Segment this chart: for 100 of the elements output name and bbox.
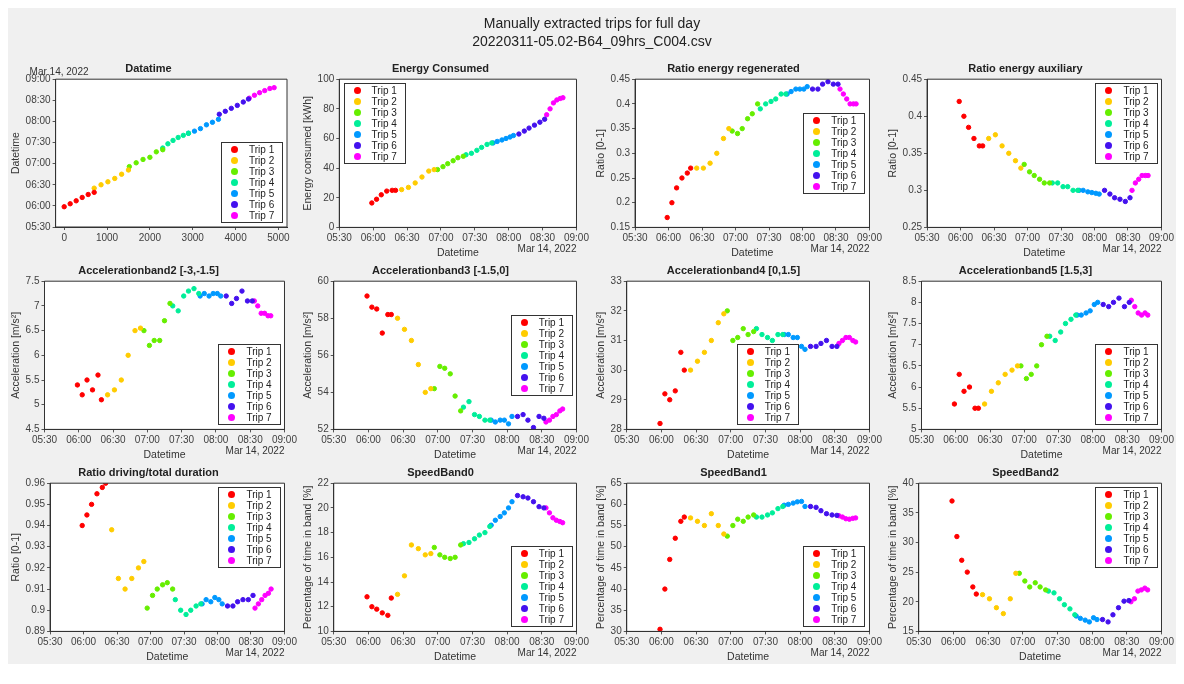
- legend-label: Trip 7: [831, 614, 857, 626]
- x-tick-label: 07:00: [425, 636, 452, 648]
- x-tick-label: 08:30: [530, 232, 556, 244]
- text: Mar 14, 2022: [517, 445, 578, 457]
- x-tick-label: 09:00: [564, 232, 590, 244]
- x-tick-label: 06:00: [356, 636, 382, 648]
- x-tick-label: 09:00: [856, 232, 883, 244]
- legend-label: Trip 2: [1123, 96, 1149, 108]
- x-tick-label: 06:30: [977, 434, 1003, 446]
- x-tick-label: 06:00: [648, 434, 675, 446]
- y-tick-label: 60: [323, 132, 336, 144]
- legend-label: Trip 4: [249, 177, 275, 188]
- y-tick-label: 14: [317, 575, 330, 587]
- x-tick-label: 07:30: [171, 636, 197, 648]
- x-tick-label: 06:30: [100, 434, 127, 446]
- y-tick-label: 6.5: [902, 359, 917, 371]
- legend-label: Trip 1: [764, 346, 790, 358]
- legend-label: Trip 4: [246, 379, 272, 391]
- legend-label: Trip 6: [1123, 140, 1149, 152]
- legend-label: Trip 7: [246, 412, 272, 424]
- x-axis-title: Datetime: [730, 245, 774, 258]
- x-tick-label: 07:00: [428, 232, 455, 244]
- x-tick-label: 06:30: [390, 434, 417, 446]
- chart-title: Datatime: [125, 61, 172, 74]
- x-tick-label: 06:30: [683, 636, 709, 648]
- y-tick-label: 6: [33, 349, 40, 361]
- x-tick-label: 07:00: [722, 232, 749, 244]
- x-tick-label: 09:00: [1148, 434, 1175, 446]
- y-tick-label: 7: [33, 299, 40, 311]
- legend-label: Trip 3: [1123, 368, 1149, 380]
- x-tick-label: 08:00: [494, 636, 521, 648]
- legend-label: Trip 3: [1123, 511, 1149, 523]
- y-tick-label: 28: [610, 423, 622, 435]
- y-tick-label: 4.5: [25, 423, 40, 435]
- legend-label: Trip 1: [246, 346, 272, 358]
- y-tick-label: 33: [610, 274, 622, 286]
- legend-label: Trip 6: [1123, 544, 1149, 556]
- x-tick-label: 08:30: [1114, 434, 1141, 446]
- text: Mar 14, 2022: [1102, 647, 1162, 659]
- x-tick-label: 08:00: [1080, 434, 1106, 446]
- x-tick-label: 06:00: [648, 636, 675, 648]
- x-tick-label: 06:30: [683, 434, 709, 446]
- chart-title: SpeedBand0: [407, 465, 475, 478]
- chart-title: Accelerationband2 [-3,-1.5]: [78, 263, 220, 276]
- y-tick-label: 7.5: [902, 317, 917, 329]
- y-tick-label: 55: [610, 519, 622, 531]
- x-tick-label: 0: [61, 231, 68, 243]
- y-axis-title: Ratio [0-1]: [9, 533, 22, 582]
- x-tick-label: 06:00: [66, 434, 92, 446]
- x-tick-label: 3000: [181, 231, 205, 243]
- legend-label: Trip 1: [831, 548, 857, 560]
- y-tick-label: 0.35: [902, 147, 923, 159]
- legend-label: Trip 2: [538, 559, 565, 571]
- x-axis-title: Datetime: [1019, 649, 1062, 662]
- y-tick-label: 100: [317, 72, 336, 84]
- legend-label: Trip 3: [371, 107, 397, 119]
- y-tick-label: 35: [610, 603, 622, 615]
- legend-label: Trip 6: [538, 603, 565, 615]
- legend-label: Trip 2: [831, 559, 857, 571]
- x-tick-label: 4000: [224, 231, 248, 243]
- y-tick-label: 8: [910, 296, 917, 308]
- x-tick-label: 07:00: [1011, 434, 1038, 446]
- x-tick-label: 07:30: [460, 636, 486, 648]
- chart-title: SpeedBand2: [992, 465, 1059, 478]
- x-tick-label: 06:00: [356, 434, 382, 446]
- y-tick-label: 0.89: [25, 625, 46, 637]
- chart-title: Ratio energy regenerated: [666, 61, 800, 74]
- chart-title: Energy Consumed: [392, 61, 490, 74]
- y-tick-label: 50: [610, 540, 622, 552]
- text: Manually extracted trips for full day: [482, 14, 702, 32]
- text: 20220311-05.02-B64_09hrs_C004.csv: [471, 32, 713, 50]
- legend-label: Trip 5: [1123, 390, 1149, 402]
- x-tick-label: 08:00: [789, 232, 816, 244]
- y-tick-label: 5: [910, 423, 917, 435]
- y-tick-label: 0.93: [25, 540, 46, 552]
- y-tick-label: 35: [902, 506, 915, 518]
- y-tick-label: 0: [329, 221, 336, 233]
- x-axis-title: Datetime: [143, 447, 186, 460]
- y-axis-title: Percentage of time in band [%]: [886, 485, 899, 630]
- y-axis-title: Acceleration [m/s²]: [301, 311, 314, 399]
- x-tick-label: 07:00: [138, 636, 164, 648]
- y-tick-label: 0.91: [25, 582, 46, 594]
- legend-label: Trip 1: [1123, 489, 1149, 501]
- legend-label: Trip 2: [246, 357, 272, 369]
- x-tick-label: 07:30: [1046, 434, 1072, 446]
- y-tick-label: 31: [610, 334, 622, 346]
- chart-title: Ratio energy auxiliary: [968, 61, 1084, 74]
- text: Mar 14, 2022: [810, 243, 870, 255]
- x-tick-label: 06:00: [360, 232, 387, 244]
- x-tick-label: 06:00: [948, 232, 974, 244]
- text: Mar 14, 2022: [225, 647, 285, 659]
- x-tick-label: 08:30: [529, 636, 556, 648]
- x-tick-label: 07:00: [134, 434, 161, 446]
- x-tick-label: 07:30: [1044, 636, 1071, 648]
- x-axis-title: Datetime: [437, 245, 480, 258]
- x-axis-title: Datetime: [1020, 447, 1063, 460]
- y-tick-label: 6: [910, 380, 917, 392]
- x-tick-label: 06:00: [71, 636, 97, 648]
- x-tick-label: 07:00: [1010, 636, 1036, 648]
- legend-label: Trip 5: [1123, 533, 1149, 545]
